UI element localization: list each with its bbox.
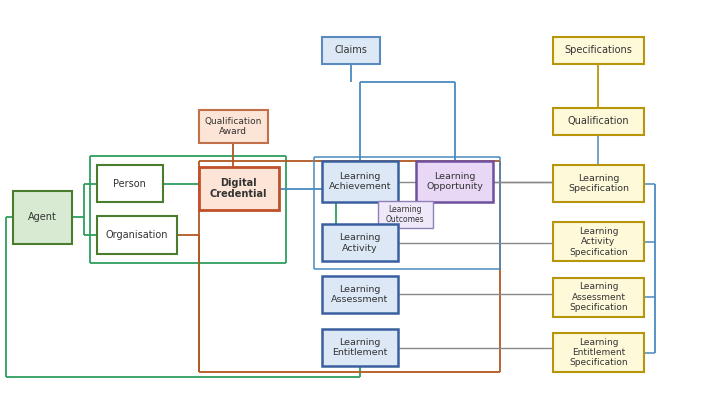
Text: Learning
Assessment: Learning Assessment	[331, 284, 388, 304]
Text: Learning
Activity
Specification: Learning Activity Specification	[569, 227, 628, 257]
FancyBboxPatch shape	[97, 165, 163, 202]
Text: Learning
Activity: Learning Activity	[339, 233, 380, 253]
FancyBboxPatch shape	[553, 333, 644, 372]
Text: Learning
Entitlement
Specification: Learning Entitlement Specification	[569, 338, 628, 367]
FancyBboxPatch shape	[553, 108, 644, 135]
FancyBboxPatch shape	[553, 278, 644, 317]
FancyBboxPatch shape	[199, 110, 268, 143]
Text: Learning
Outcomes: Learning Outcomes	[386, 205, 425, 224]
Text: Learning
Assessment
Specification: Learning Assessment Specification	[569, 282, 628, 312]
FancyBboxPatch shape	[322, 37, 380, 64]
Text: Qualification
Award: Qualification Award	[205, 117, 262, 136]
FancyBboxPatch shape	[553, 222, 644, 261]
Text: Digital
Credential: Digital Credential	[210, 178, 267, 199]
FancyBboxPatch shape	[199, 167, 279, 210]
Text: Qualification: Qualification	[568, 117, 629, 126]
FancyBboxPatch shape	[553, 37, 644, 64]
FancyBboxPatch shape	[322, 276, 398, 313]
Text: Claims: Claims	[335, 45, 367, 55]
FancyBboxPatch shape	[553, 165, 644, 202]
FancyBboxPatch shape	[378, 201, 433, 228]
FancyBboxPatch shape	[97, 216, 177, 254]
FancyBboxPatch shape	[13, 191, 72, 244]
Text: Learning
Achievement: Learning Achievement	[329, 172, 391, 192]
FancyBboxPatch shape	[322, 224, 398, 261]
Text: Learning
Specification: Learning Specification	[568, 174, 629, 194]
FancyBboxPatch shape	[322, 161, 398, 202]
Text: Person: Person	[114, 179, 146, 189]
FancyBboxPatch shape	[416, 161, 493, 202]
FancyBboxPatch shape	[322, 329, 398, 366]
Text: Learning
Entitlement: Learning Entitlement	[332, 338, 388, 357]
Text: Organisation: Organisation	[105, 230, 168, 240]
Text: Agent: Agent	[27, 212, 57, 222]
Text: Learning
Opportunity: Learning Opportunity	[426, 172, 483, 192]
Text: Specifications: Specifications	[564, 45, 633, 55]
